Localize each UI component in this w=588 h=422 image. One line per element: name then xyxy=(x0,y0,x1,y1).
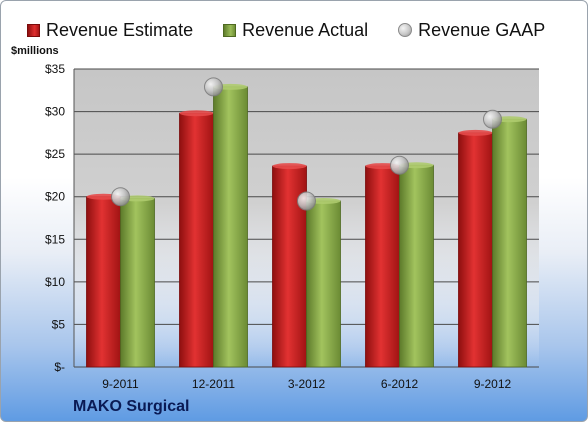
gaap-marker xyxy=(111,187,130,207)
y-tick-label: $10 xyxy=(45,275,65,289)
legend-item-gaap: Revenue GAAP xyxy=(398,20,545,41)
y-axis-unit-label: $millions xyxy=(11,45,59,57)
y-tick-label: $20 xyxy=(45,190,65,204)
legend-label-estimate: Revenue Estimate xyxy=(46,19,194,40)
legend-swatch-actual xyxy=(223,23,237,37)
legend-item-estimate: Revenue Estimate xyxy=(27,20,193,41)
legend-label-actual: Revenue Actual xyxy=(242,19,369,40)
bar-estimate-top xyxy=(272,163,307,170)
x-tick-labels: 9-2011 12-2011 3-2012 6-2012 9-2012 xyxy=(102,377,511,391)
y-tick-label: $35 xyxy=(45,62,65,76)
bars xyxy=(86,83,527,368)
bar-estimate xyxy=(86,196,121,368)
bar-actual xyxy=(213,86,248,368)
x-tick-label: 12-2011 xyxy=(192,377,235,391)
y-tick-label: $5 xyxy=(52,317,66,331)
gaap-marker xyxy=(204,77,223,97)
company-name: MAKO Surgical xyxy=(73,398,190,415)
y-tick-labels: $- $5 $10 $15 $20 $25 $30 $35 xyxy=(45,62,65,374)
x-tick-label: 9-2011 xyxy=(102,377,139,391)
y-tick-label: $30 xyxy=(45,105,65,119)
legend-swatch-gaap xyxy=(398,23,413,37)
x-tick-label: 3-2012 xyxy=(288,377,326,391)
legend-label-gaap: Revenue GAAP xyxy=(418,19,546,40)
bar-actual xyxy=(399,164,434,368)
bar-estimate-top xyxy=(179,110,214,117)
y-tick-label: $15 xyxy=(45,232,65,246)
x-tick-label: 9-2012 xyxy=(474,377,512,391)
x-tick-label: 6-2012 xyxy=(381,377,419,391)
bar-estimate xyxy=(179,112,214,368)
gaap-marker xyxy=(390,155,409,175)
gaap-marker xyxy=(297,191,316,211)
gaap-markers xyxy=(111,77,502,211)
legend-swatch-estimate xyxy=(27,23,40,37)
bar-actual xyxy=(492,118,527,368)
bar-actual xyxy=(120,198,155,368)
legend-item-actual: Revenue Actual xyxy=(223,20,368,41)
bar-estimate xyxy=(458,132,493,368)
bar-estimate xyxy=(365,165,400,368)
gaap-marker xyxy=(483,109,502,129)
y-tick-label: $- xyxy=(54,360,65,374)
y-tick-label: $25 xyxy=(45,147,65,161)
bar-estimate-top xyxy=(458,129,493,136)
bar-actual xyxy=(306,200,341,368)
legend: Revenue Estimate Revenue Actual Revenue … xyxy=(27,17,545,43)
